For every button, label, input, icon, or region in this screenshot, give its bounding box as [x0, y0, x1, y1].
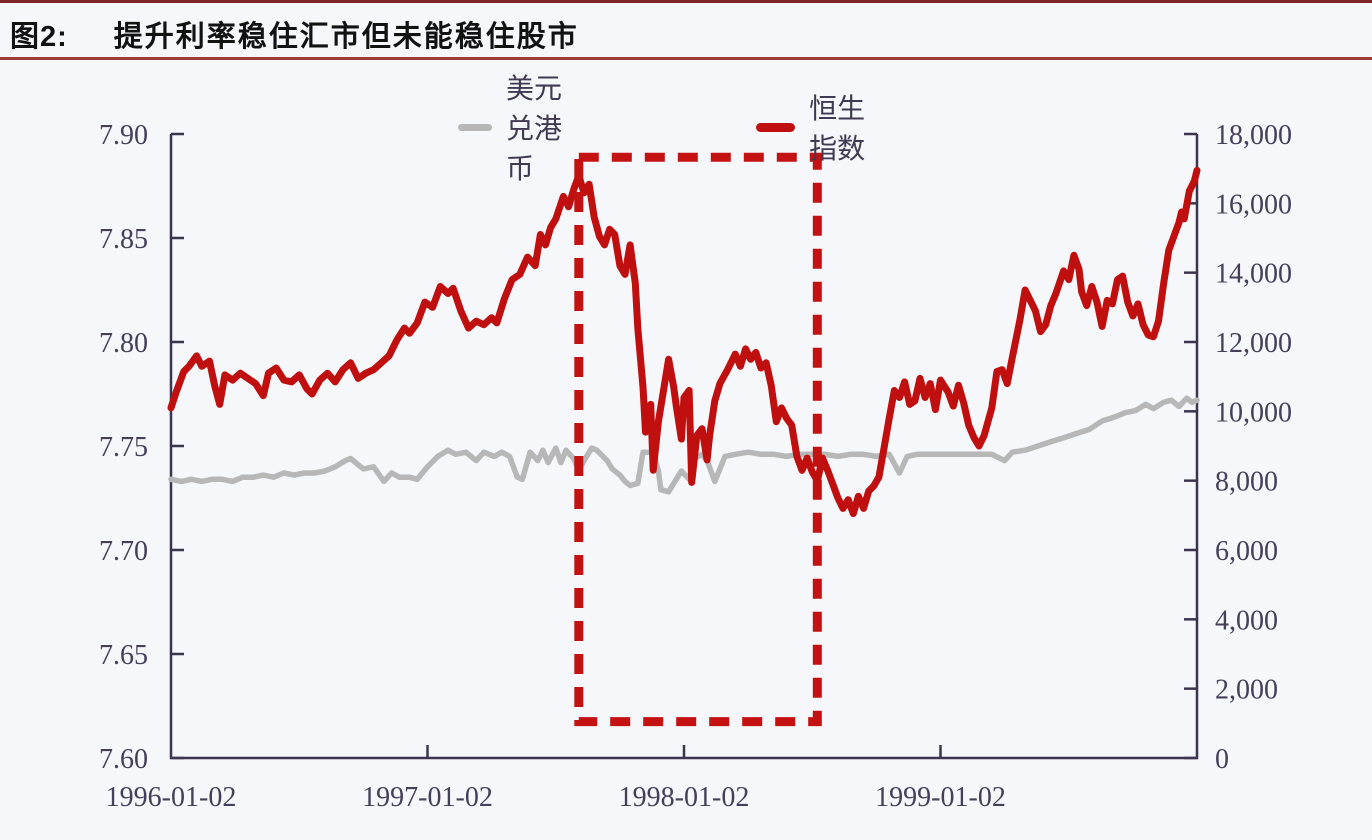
right-axis-tick-label: 16,000	[1215, 189, 1292, 220]
x-axis-tick-label: 1998-01-02	[619, 782, 750, 813]
hsi-legend-label: 恒生指数	[809, 94, 866, 165]
right-axis-tick-label: 18,000	[1215, 120, 1292, 151]
hsi-line-swatch	[756, 122, 796, 132]
figure-tag: 图2:	[10, 21, 68, 53]
right-axis-tick-label: 6,000	[1215, 536, 1278, 567]
right-axis-tick-label: 10,000	[1215, 397, 1292, 428]
x-axis-tick-label: 1996-01-02	[106, 782, 237, 813]
left-axis-tick-label: 7.65	[99, 640, 148, 671]
figure-title: 提升利率稳住汇市但未能稳住股市	[113, 21, 579, 53]
left-axis-tick-label: 7.70	[99, 536, 148, 567]
left-axis-tick-label: 7.90	[99, 120, 148, 151]
fx-legend-label: 美元兑港币	[505, 74, 562, 185]
right-axis-tick-label: 0	[1215, 744, 1229, 775]
x-axis-tick-label: 1999-01-02	[875, 782, 1006, 813]
title-underline-rule	[0, 57, 1372, 60]
right-axis-tick-label: 2,000	[1215, 675, 1278, 706]
left-axis-tick-label: 7.60	[99, 744, 148, 775]
legend-item-fx: 美元兑港币	[458, 74, 572, 185]
top-border-rule	[0, 0, 1372, 3]
left-axis-tick-label: 7.85	[99, 224, 148, 255]
highlight-box	[574, 152, 822, 727]
right-axis-tick-label: 4,000	[1215, 605, 1278, 636]
legend-item-hsi: 恒生指数	[756, 94, 870, 165]
fx-line-swatch	[458, 123, 492, 131]
right-axis-tick-label: 12,000	[1215, 328, 1292, 359]
right-axis-tick-label: 8,000	[1215, 467, 1278, 498]
hsi-line	[167, 166, 1201, 518]
fx-line	[168, 395, 1200, 495]
x-axis-tick-label: 1997-01-02	[362, 782, 493, 813]
figure-header: 图2: 提升利率稳住汇市但未能稳住股市	[10, 13, 579, 55]
left-axis-tick-label: 7.80	[99, 328, 148, 359]
left-axis-tick-label: 7.75	[99, 432, 148, 463]
right-axis-tick-label: 14,000	[1215, 259, 1292, 290]
